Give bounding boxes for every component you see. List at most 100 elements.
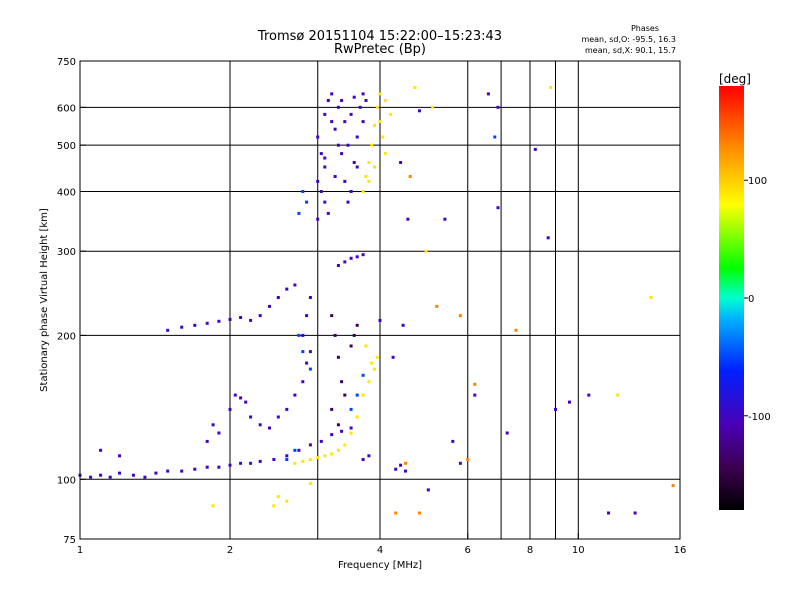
data-point — [340, 99, 344, 102]
data-point — [323, 454, 327, 458]
data-point — [443, 217, 447, 221]
data-point — [616, 393, 620, 397]
data-point — [367, 179, 371, 183]
data-point — [364, 175, 368, 178]
data-point — [180, 325, 184, 329]
data-point — [217, 319, 221, 323]
data-point — [305, 361, 309, 365]
data-point — [355, 415, 359, 419]
data-point — [340, 152, 344, 156]
data-point — [394, 467, 398, 471]
data-point — [399, 161, 403, 164]
data-point — [233, 393, 237, 397]
data-point — [272, 458, 276, 461]
x-tick-label: 4 — [377, 545, 383, 556]
data-point — [316, 179, 320, 183]
y-tick-label: 75 — [63, 535, 76, 546]
data-point — [340, 429, 344, 433]
data-point — [568, 400, 571, 404]
data-point — [293, 283, 297, 287]
data-point — [389, 112, 393, 116]
colorbar-tick-label: -100 — [748, 412, 771, 423]
data-point — [375, 105, 379, 109]
data-point — [285, 287, 289, 291]
data-point — [333, 127, 337, 131]
data-point — [361, 373, 365, 377]
data-point — [323, 200, 327, 204]
data-point — [383, 99, 387, 102]
x-tick-label: 6 — [465, 545, 471, 556]
data-point — [239, 461, 243, 465]
chart-title: Tromsø 20151104 15:22:00–15:23:43 — [257, 29, 502, 44]
data-point — [258, 423, 262, 427]
data-point — [399, 463, 403, 467]
data-point — [333, 333, 337, 337]
phase-legend-o: mean, sd,O: -95.5, 16.3 — [581, 35, 676, 44]
data-point — [346, 143, 350, 147]
chart-subtitle: RwPretec (Bp) — [334, 42, 426, 57]
data-point — [394, 511, 398, 515]
y-tick-label: 300 — [57, 247, 76, 258]
data-point — [330, 314, 334, 318]
data-point — [211, 423, 215, 427]
y-tick-label: 600 — [57, 103, 76, 114]
data-point — [228, 317, 232, 321]
data-point — [336, 143, 340, 147]
data-point — [451, 439, 455, 443]
x-tick-label: 2 — [227, 545, 233, 556]
data-point — [378, 318, 382, 322]
data-point — [258, 314, 262, 318]
data-point — [355, 135, 359, 139]
y-tick-label: 400 — [57, 187, 76, 198]
y-tick-label: 750 — [57, 57, 76, 68]
data-point — [466, 458, 470, 461]
data-point — [373, 123, 376, 127]
data-point — [308, 367, 312, 371]
data-point — [473, 382, 477, 386]
data-point — [272, 504, 276, 508]
data-point — [533, 147, 537, 151]
data-point — [370, 143, 374, 147]
data-point — [352, 161, 356, 164]
data-point — [383, 152, 387, 156]
data-point — [308, 296, 312, 299]
data-point — [671, 484, 675, 488]
data-point — [336, 355, 340, 359]
x-tick-label: 16 — [674, 545, 687, 556]
data-point — [154, 471, 158, 475]
data-point — [211, 504, 215, 508]
data-point — [239, 396, 243, 400]
data-point — [131, 473, 135, 477]
data-point — [587, 393, 591, 397]
data-point — [373, 165, 376, 169]
data-point — [435, 304, 439, 308]
phase-legend-title: Phases — [631, 24, 659, 33]
data-point — [349, 112, 353, 116]
data-point — [205, 321, 209, 325]
data-point — [193, 323, 197, 327]
data-point — [361, 92, 365, 96]
data-point — [301, 380, 305, 384]
data-point — [431, 105, 435, 109]
data-point — [361, 120, 365, 124]
data-point — [378, 120, 382, 124]
data-point — [99, 473, 103, 477]
data-point — [249, 415, 253, 419]
data-point — [330, 407, 334, 411]
data-point — [319, 152, 323, 156]
data-point — [458, 314, 462, 318]
data-point — [330, 452, 334, 456]
data-point — [297, 333, 301, 337]
data-point — [99, 448, 103, 452]
data-point — [308, 443, 312, 447]
data-point — [249, 318, 253, 322]
data-point — [268, 426, 271, 430]
data-point — [285, 407, 289, 411]
data-point — [301, 350, 305, 354]
data-point — [316, 135, 320, 139]
data-point — [361, 253, 365, 257]
data-point — [364, 99, 368, 102]
data-point — [305, 314, 309, 318]
data-point — [413, 86, 417, 89]
data-point — [355, 323, 359, 327]
